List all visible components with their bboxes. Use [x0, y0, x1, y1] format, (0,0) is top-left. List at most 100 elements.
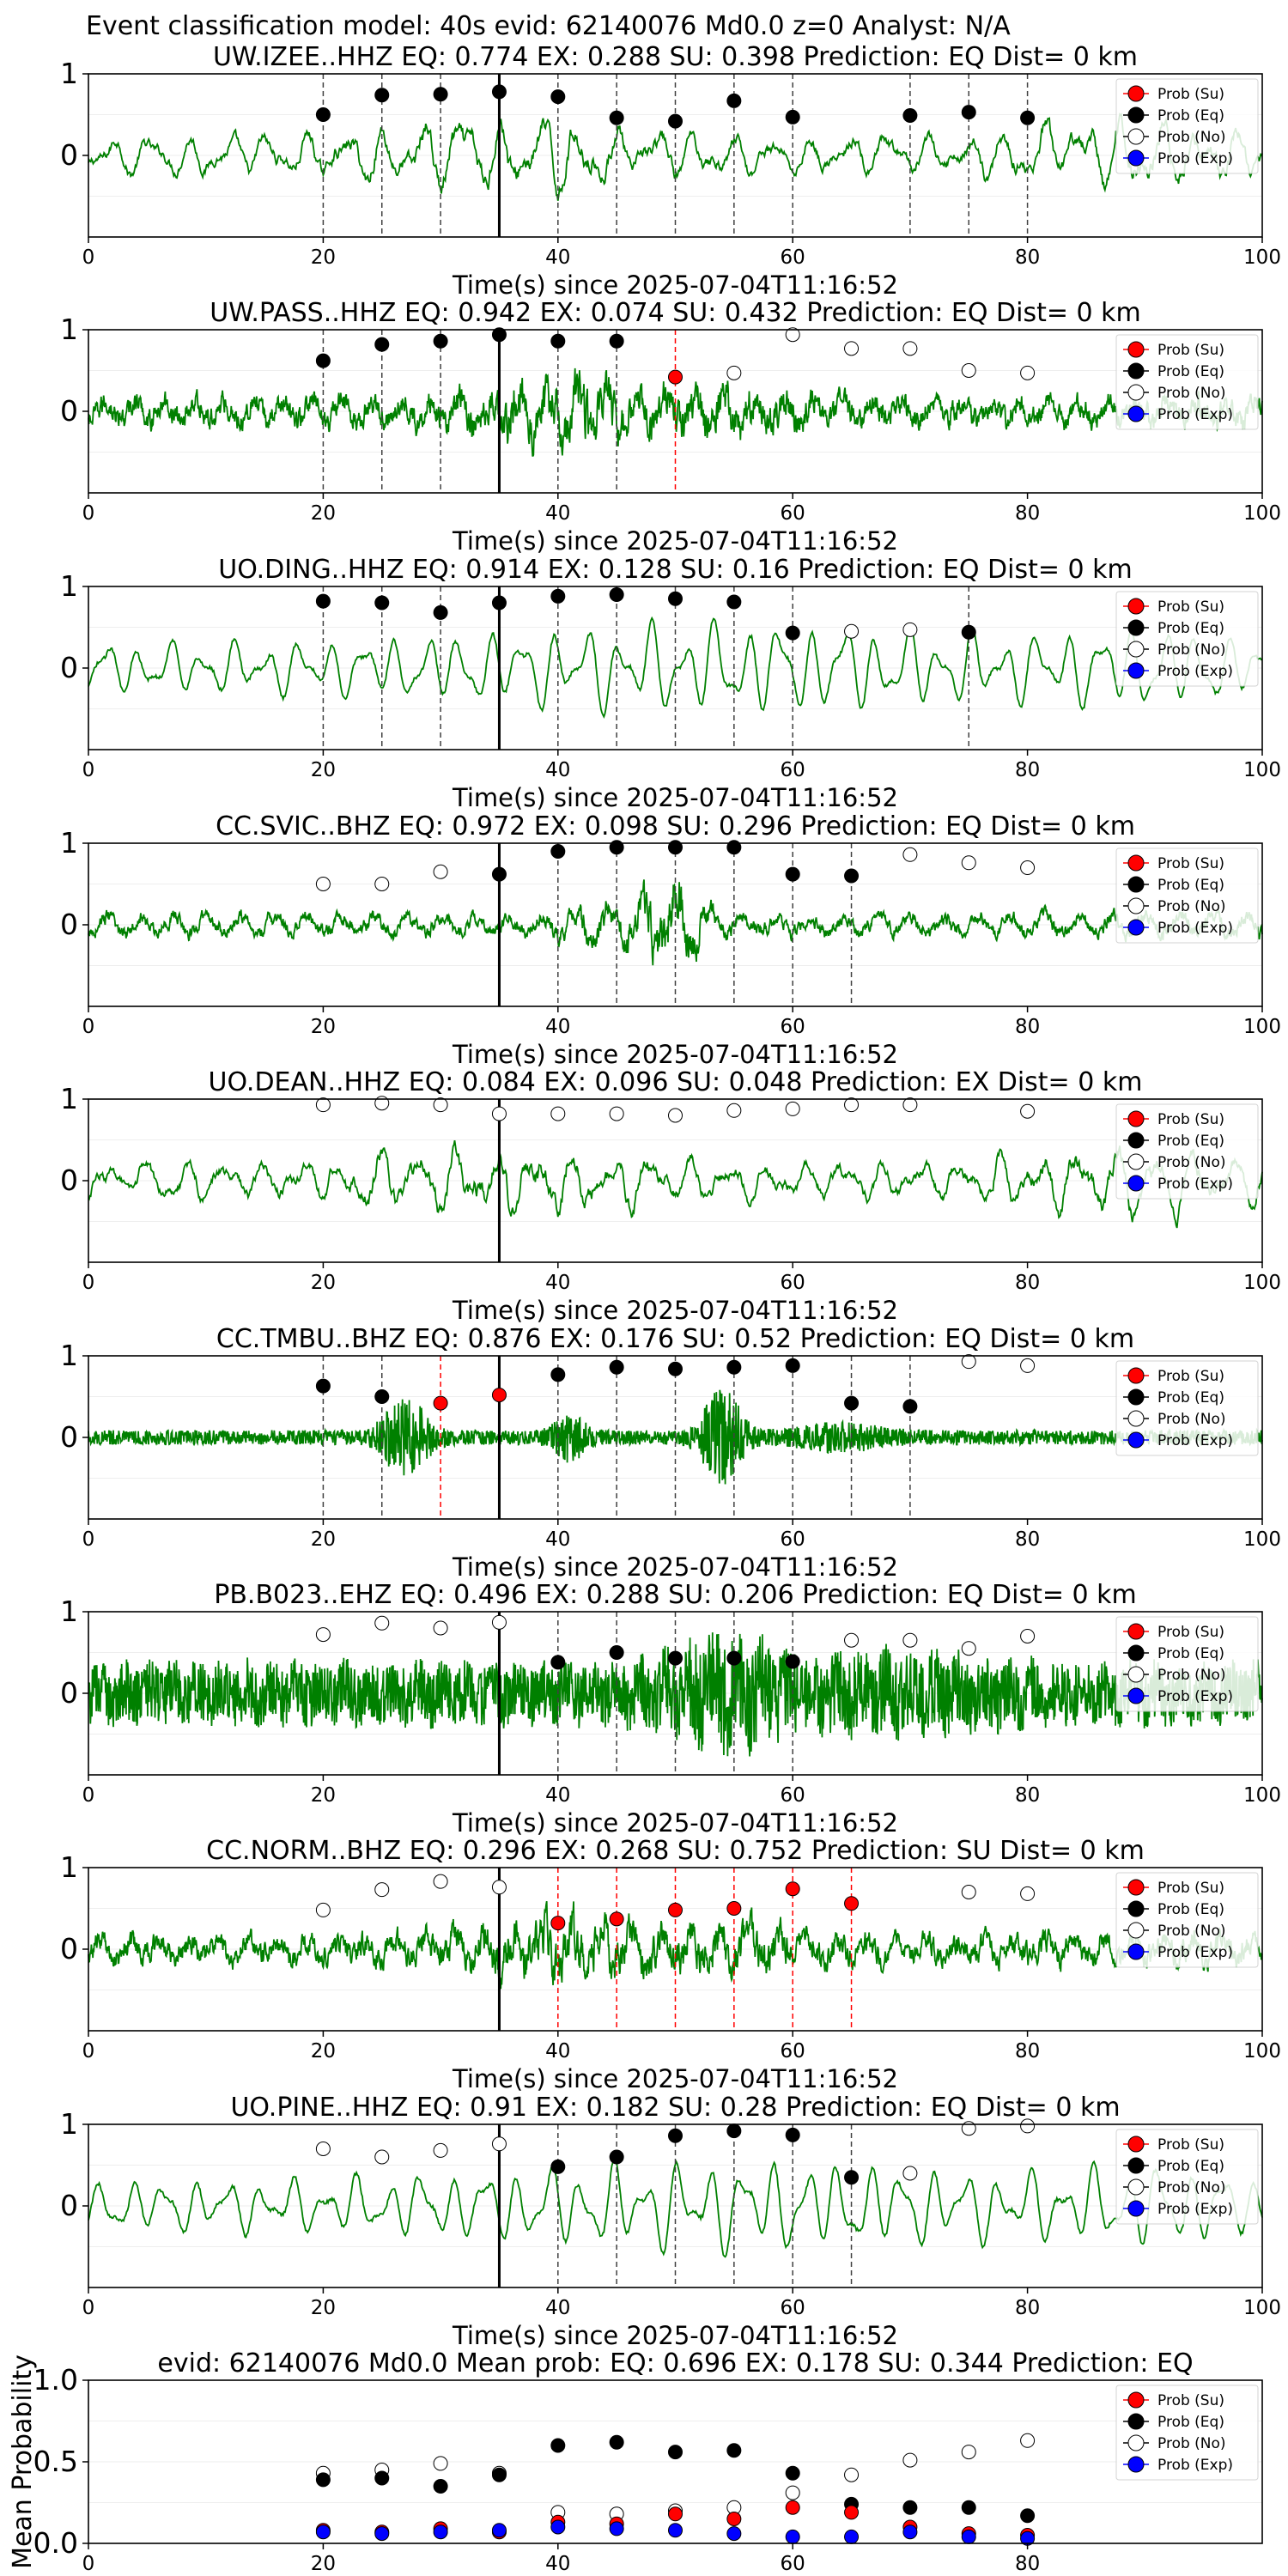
legend-label: Prob (Eq): [1157, 1389, 1224, 1406]
x-tick-label: 60: [781, 1784, 805, 1807]
x-tick-label: 0: [82, 1272, 95, 1294]
prob-marker-eq: [609, 587, 624, 602]
x-tick-label: 40: [545, 2297, 570, 2319]
legend-marker: [1127, 1666, 1145, 1683]
prob-marker-no: [961, 1641, 976, 1656]
prob-marker-no: [844, 623, 860, 639]
mean-marker-probeq: [491, 2467, 507, 2482]
mean-marker-probno: [1020, 2433, 1036, 2448]
legend-marker: [1127, 1410, 1145, 1427]
x-tick-label: 60: [781, 1016, 805, 1038]
prob-marker-eq: [433, 87, 448, 102]
legend-label: Prob (No): [1157, 129, 1226, 146]
prob-marker-eq: [609, 333, 624, 349]
legend-marker: [1127, 598, 1145, 615]
prob-marker-eq: [550, 89, 566, 105]
legend-marker: [1127, 341, 1145, 358]
legend-label: Prob (Eq): [1157, 1901, 1224, 1918]
mean-marker-probno: [844, 2467, 860, 2482]
mean-marker-probno: [785, 2485, 800, 2500]
x-tick-label: 100: [1243, 1272, 1281, 1294]
prob-marker-eq: [902, 1399, 918, 1414]
legend-label: Prob (Exp): [1157, 406, 1233, 423]
prob-marker-no: [844, 1632, 860, 1648]
prob-marker-eq: [315, 107, 331, 122]
prob-marker-su: [550, 1916, 566, 1931]
y-tick-label: 0: [60, 908, 78, 941]
legend-marker: [1127, 919, 1145, 936]
legend-marker: [1127, 362, 1145, 380]
mean-marker-probexp: [609, 2521, 624, 2537]
legend-label: Prob (Su): [1157, 342, 1224, 359]
x-tick-label: 20: [311, 1528, 336, 1551]
prob-marker-no: [433, 1097, 448, 1113]
legend-marker: [1127, 2434, 1145, 2451]
prob-marker-eq: [668, 1650, 683, 1666]
panel-uo-ding-hhz: UO.DING..HHZ EQ: 0.914 EX: 0.128 SU: 0.1…: [60, 555, 1281, 812]
prob-marker-eq: [374, 337, 390, 352]
legend-box: [1115, 2129, 1259, 2225]
legend-label: Prob (No): [1157, 385, 1226, 402]
prob-marker-no: [902, 622, 918, 637]
prob-marker-eq: [961, 624, 976, 640]
prob-marker-eq: [902, 107, 918, 123]
waveform-trace: [88, 1139, 1263, 1229]
mean-marker-probexp: [315, 2524, 331, 2540]
prob-marker-eq: [726, 840, 742, 855]
x-tick-label: 60: [781, 2553, 805, 2575]
legend-marker: [1127, 149, 1145, 167]
x-tick-label: 80: [1015, 759, 1040, 781]
legend-marker: [1127, 2157, 1145, 2174]
prob-marker-no: [491, 1614, 507, 1630]
legend-label: Prob (Exp): [1157, 1432, 1233, 1449]
prob-marker-su: [668, 1902, 683, 1917]
legend-marker: [1127, 1922, 1145, 1939]
prob-marker-eq: [550, 1367, 566, 1382]
legend-box: [1115, 1616, 1259, 1712]
panel-mean: evid: 62140076 Md0.0 Mean prob: EQ: 0.69…: [8, 2348, 1263, 2575]
legend-marker: [1127, 1175, 1145, 1192]
legend-marker: [1127, 1900, 1145, 1917]
mean-marker-probexp: [668, 2523, 683, 2538]
prob-marker-eq: [609, 2149, 624, 2165]
legend-box: [1115, 334, 1259, 430]
prob-marker-no: [491, 2136, 507, 2152]
x-tick-label: 40: [545, 502, 570, 525]
waveform-trace: [88, 112, 1263, 201]
legend-marker: [1127, 1644, 1145, 1662]
y-tick-label: 1: [60, 1339, 78, 1372]
mean-marker-probeq: [1020, 2508, 1036, 2524]
prob-marker-eq: [433, 333, 448, 349]
legend-label: Prob (Su): [1157, 1624, 1224, 1641]
prob-marker-eq: [726, 2123, 742, 2139]
legend-label: Prob (No): [1157, 641, 1226, 659]
prob-marker-no: [902, 847, 918, 862]
mean-marker-probeq: [609, 2434, 624, 2450]
panel-uw-izee-hhz: UW.IZEE..HHZ EQ: 0.774 EX: 0.288 SU: 0.3…: [60, 42, 1281, 300]
prob-marker-eq: [785, 1358, 800, 1373]
panel-title: UO.PINE..HHZ EQ: 0.91 EX: 0.182 SU: 0.28…: [230, 2093, 1120, 2123]
legend-marker: [1127, 2456, 1145, 2473]
x-tick-label: 100: [1243, 1016, 1281, 1038]
mean-marker-probsu: [844, 2505, 860, 2520]
panel-title: evid: 62140076 Md0.0 Mean prob: EQ: 0.69…: [157, 2348, 1193, 2379]
panel-pb-b023-ehz: PB.B023..EHZ EQ: 0.496 EX: 0.288 SU: 0.2…: [60, 1580, 1281, 1838]
prob-marker-su: [433, 1395, 448, 1411]
legend-marker: [1127, 619, 1145, 636]
x-axis-label: Time(s) since 2025-07-04T11:16:52: [452, 1552, 898, 1582]
prob-marker-eq: [491, 595, 507, 611]
legend-marker: [1127, 1153, 1145, 1170]
x-tick-label: 40: [545, 1272, 570, 1294]
prob-marker-eq: [844, 868, 860, 884]
prob-marker-eq: [550, 333, 566, 349]
legend-marker: [1127, 106, 1145, 124]
legend-label: Prob (Su): [1157, 2136, 1224, 2154]
x-tick-label: 0: [82, 502, 95, 525]
prob-marker-no: [374, 877, 390, 891]
x-axis-label: Time(s) since 2025-07-04T11:16:52: [452, 783, 898, 812]
prob-marker-eq: [785, 625, 800, 641]
prob-marker-su: [609, 1911, 624, 1927]
y-tick-label: 0: [60, 394, 78, 428]
prob-marker-no: [315, 2142, 331, 2156]
x-tick-label: 100: [1243, 1528, 1281, 1551]
